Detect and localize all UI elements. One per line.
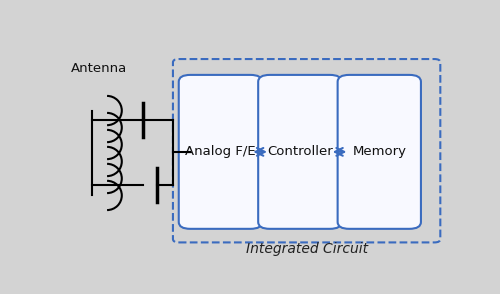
Text: Integrated Circuit: Integrated Circuit <box>246 242 368 256</box>
Text: Analog F/E: Analog F/E <box>185 145 256 158</box>
FancyBboxPatch shape <box>258 75 342 229</box>
FancyBboxPatch shape <box>338 75 421 229</box>
Text: Memory: Memory <box>352 145 406 158</box>
Text: Controller: Controller <box>267 145 332 158</box>
Text: Antenna: Antenna <box>71 62 128 75</box>
FancyBboxPatch shape <box>179 75 262 229</box>
